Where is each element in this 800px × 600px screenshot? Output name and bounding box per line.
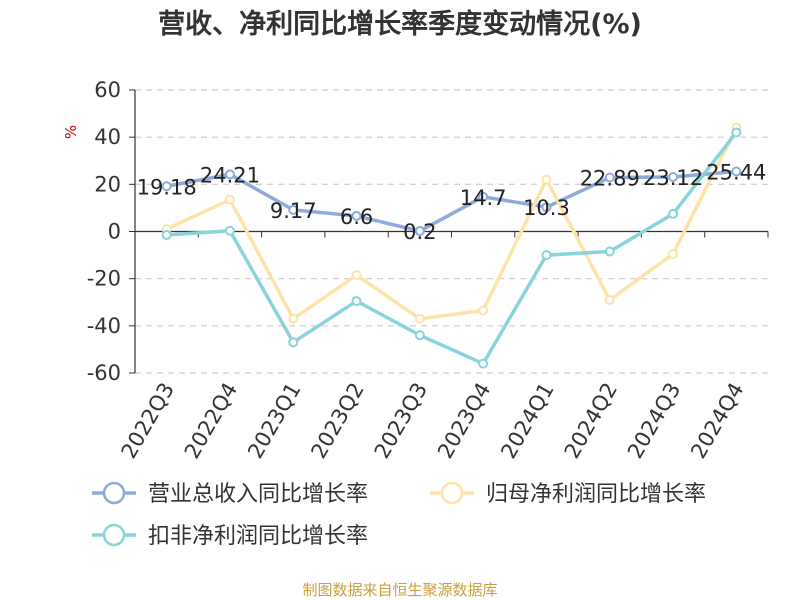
series-line-2 bbox=[166, 131, 738, 366]
series-line-0 bbox=[166, 169, 737, 233]
series-point-1 bbox=[604, 294, 615, 305]
legend-label-0: 营业总收入同比增长率 bbox=[148, 482, 368, 507]
series-point-1 bbox=[541, 174, 552, 185]
data-label: 22.89 bbox=[580, 167, 640, 191]
series-point-0 bbox=[668, 171, 679, 182]
x-tick-label: 2024Q1 bbox=[496, 379, 558, 463]
x-tick-label: 2023Q2 bbox=[306, 379, 368, 463]
legend-marker-0 bbox=[102, 481, 126, 505]
data-label: 23.12 bbox=[643, 166, 703, 190]
x-tick-label: 2023Q4 bbox=[433, 379, 495, 463]
y-tick-label: 40 bbox=[94, 125, 121, 149]
data-label: 10.3 bbox=[523, 196, 570, 220]
series-point-1 bbox=[224, 194, 235, 205]
legend-label-1: 归母净利润同比增长率 bbox=[486, 482, 706, 507]
series-point-2 bbox=[224, 225, 235, 236]
series-point-0 bbox=[224, 169, 235, 180]
data-label: 14.7 bbox=[460, 186, 507, 210]
chart-title: 营收、净利同比增长率季度变动情况(%) bbox=[158, 8, 642, 40]
x-tick-labels: 2022Q3 2022Q4 2023Q1 2023Q2 2023Q3 2023Q4 2024… bbox=[117, 379, 749, 463]
series-point-2 bbox=[731, 127, 742, 138]
data-labels: 19.18 24.21 9.17 6.6 0.2 14.7 10.3 22.89 23.12 25… bbox=[137, 161, 767, 245]
y-tick-label: -60 bbox=[87, 361, 121, 385]
data-label: 9.17 bbox=[270, 199, 317, 223]
series-point-2 bbox=[668, 208, 679, 219]
source-note: 制图数据来自恒生聚源数据库 bbox=[302, 581, 497, 599]
x-tick-label: 2024Q2 bbox=[560, 379, 622, 463]
series-point-0 bbox=[351, 210, 362, 221]
series-point-2 bbox=[414, 330, 425, 341]
series-point-0 bbox=[161, 181, 172, 192]
x-tick-label: 2023Q3 bbox=[370, 379, 432, 463]
legend-marker-1 bbox=[440, 481, 464, 505]
series-point-0 bbox=[731, 166, 742, 177]
series-point-2 bbox=[541, 250, 552, 261]
x-tick-label: 2022Q3 bbox=[117, 379, 179, 463]
series-point-0 bbox=[414, 226, 425, 237]
data-label: 6.6 bbox=[340, 205, 373, 229]
y-tick-label: 20 bbox=[94, 172, 121, 196]
series-point-1 bbox=[288, 313, 299, 324]
series-point-0 bbox=[604, 172, 615, 183]
axes bbox=[129, 89, 769, 374]
series-point-2 bbox=[604, 246, 615, 257]
y-tick-label: 60 bbox=[94, 78, 121, 102]
data-label: 25.44 bbox=[706, 161, 766, 185]
series-point-1 bbox=[478, 305, 489, 316]
x-tick-label: 2022Q4 bbox=[180, 379, 242, 463]
series-point-1 bbox=[414, 313, 425, 324]
series-point-0 bbox=[478, 191, 489, 202]
series-point-0 bbox=[288, 204, 299, 215]
legend-label-2: 扣非净利润同比增长率 bbox=[148, 524, 368, 549]
series-point-1 bbox=[668, 248, 679, 259]
x-tick-label: 2024Q3 bbox=[623, 379, 685, 463]
series-point-2 bbox=[161, 230, 172, 241]
data-label: 24.21 bbox=[200, 163, 260, 187]
series-point-2 bbox=[351, 296, 362, 307]
data-label: 0.2 bbox=[403, 220, 436, 244]
series-line-1 bbox=[165, 126, 738, 321]
series-point-0 bbox=[541, 202, 552, 213]
x-tick-label: 2024Q4 bbox=[686, 379, 748, 463]
series-point-2 bbox=[288, 337, 299, 348]
y-tick-label: -20 bbox=[87, 267, 121, 291]
series-group bbox=[161, 122, 742, 369]
y-tick-label: 0 bbox=[108, 220, 121, 244]
data-label: 19.18 bbox=[137, 175, 197, 199]
y-tick-labels: 60 40 20 0 -20 -40 -60 bbox=[87, 78, 121, 385]
x-tick-label: 2023Q1 bbox=[243, 379, 305, 463]
legend-marker-2 bbox=[102, 523, 126, 547]
series-point-1 bbox=[351, 270, 362, 281]
y-axis-unit: % bbox=[62, 125, 80, 139]
series-point-2 bbox=[478, 358, 489, 369]
y-tick-label: -40 bbox=[87, 314, 121, 338]
